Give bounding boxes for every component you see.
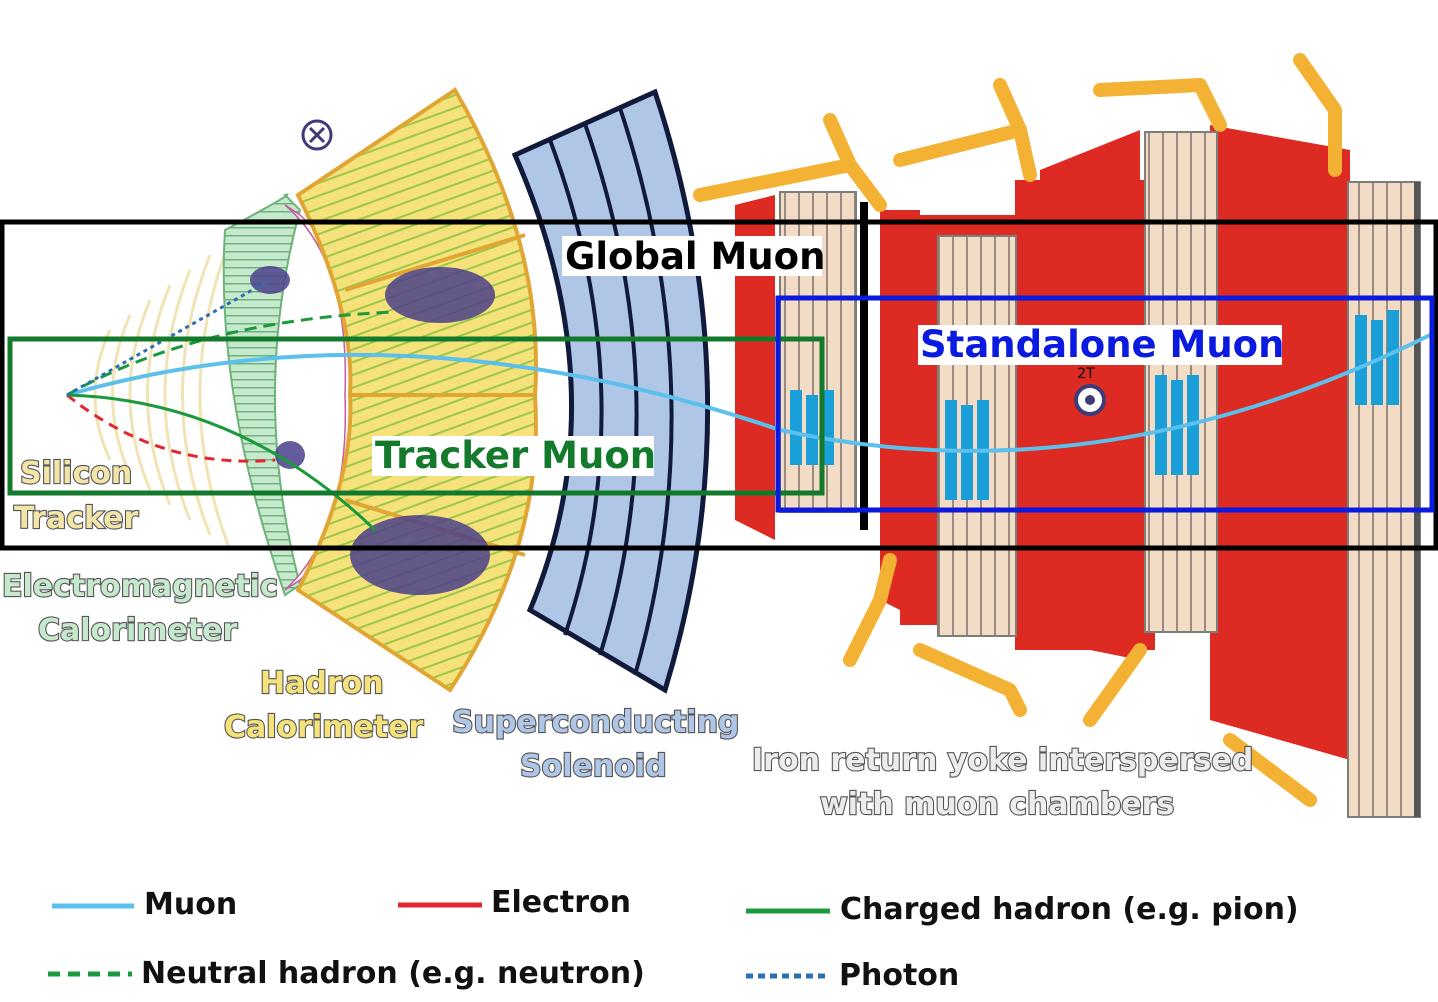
- ecal-label-2: Calorimeter: [38, 613, 238, 648]
- charged-hadron-track: [66, 393, 377, 532]
- global-muon-label: Global Muon: [565, 235, 825, 278]
- standalone-muon-label-bg: [918, 325, 1282, 365]
- field-out-icon: [1074, 384, 1106, 416]
- field-strength-label: 2T: [1077, 366, 1095, 382]
- legend-photon-label: Photon: [839, 958, 959, 993]
- solenoid-lines: [548, 107, 674, 676]
- chamber-divider: [860, 202, 868, 530]
- standalone-muon-box: [775, 295, 1435, 513]
- tracker-muon-box: [7, 336, 825, 496]
- solenoid-label-1: Superconducting: [452, 705, 739, 740]
- iron-yoke: [735, 125, 1350, 760]
- legend-neutral-hadron-label: Neutral hadron (e.g. neutron): [141, 956, 645, 991]
- legend-charged-hadron-label: Charged hadron (e.g. pion): [840, 892, 1299, 927]
- support-structures: [693, 53, 1342, 807]
- hcal-divider: [344, 233, 526, 292]
- photon-track: [66, 278, 271, 397]
- electron-track: [66, 393, 276, 463]
- field-in-icon: [301, 119, 333, 151]
- global-muon-label-bg: [562, 236, 822, 276]
- global-muon-box: [0, 219, 1438, 551]
- legend: Muon Electron Charged hadron (e.g. pion)…: [48, 885, 1299, 993]
- hcal-body: [295, 87, 538, 693]
- silicon-tracker: [93, 239, 232, 551]
- hcal-label-2: Calorimeter: [224, 710, 424, 745]
- tracker-muon-label-bg: [372, 436, 654, 476]
- chamber-edge: [1414, 182, 1420, 817]
- standalone-muon-label: Standalone Muon: [920, 323, 1284, 366]
- yoke-label-2: with muon chambers: [820, 787, 1174, 822]
- legend-electron-label: Electron: [491, 885, 631, 920]
- solenoid-body: [511, 88, 711, 694]
- solenoid-label-2: Solenoid: [520, 749, 667, 784]
- ecal-label-1: Electromagnetic: [2, 569, 278, 604]
- ecal-body: [222, 193, 302, 597]
- silicon-tracker-label-1: Silicon: [20, 456, 132, 491]
- yoke-label-1: Iron return yoke interspersed: [752, 743, 1253, 778]
- silicon-tracker-label-2: Tracker: [14, 501, 138, 536]
- hcal-label-1: Hadron: [260, 666, 384, 701]
- legend-muon-label: Muon: [144, 887, 237, 922]
- tracker-muon-label: Tracker Muon: [375, 434, 656, 477]
